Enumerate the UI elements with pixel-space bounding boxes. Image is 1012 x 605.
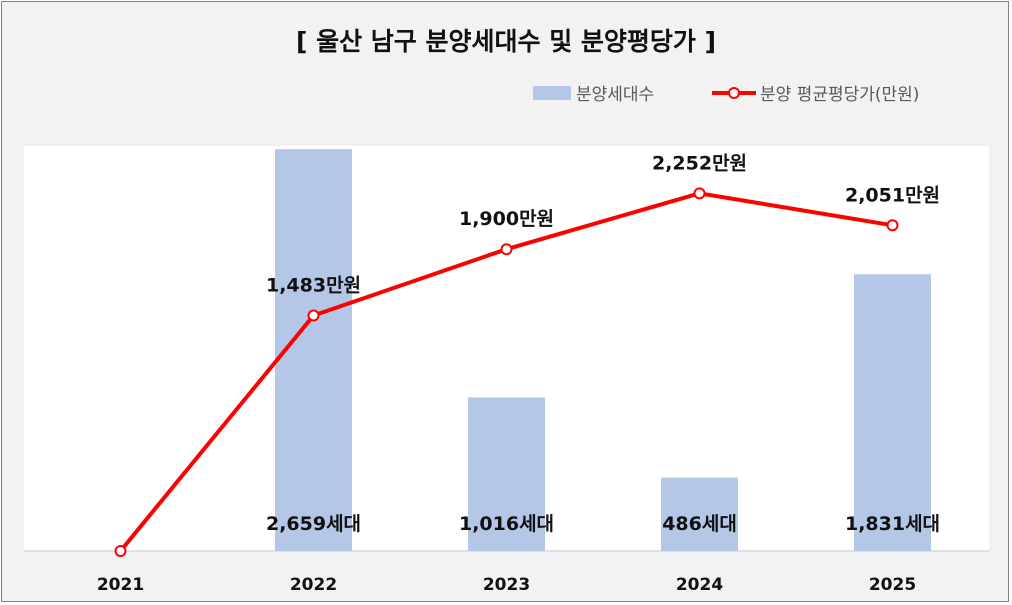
line-point-2024 — [693, 187, 706, 200]
bar-2025 — [854, 274, 931, 551]
line-point-2021 — [114, 545, 127, 557]
bar-label-2025: 1,831세대 — [845, 513, 940, 535]
line-point-2025 — [886, 219, 899, 232]
line-data-labels: 1,483만원 1,900만원 2,252만원 2,051만원 — [266, 152, 940, 296]
legend-line-marker — [728, 87, 740, 99]
bar-2024 — [661, 477, 738, 551]
x-tick-2021: 2021 — [97, 575, 144, 595]
bar-label-2023: 1,016세대 — [459, 513, 554, 535]
chart-title: [ 울산 남구 분양세대수 및 분양평당가 ] — [296, 27, 716, 56]
x-tick-2022: 2022 — [290, 575, 337, 595]
bar-2022 — [275, 149, 352, 551]
line-point-2022 — [307, 309, 320, 322]
line-label-2022: 1,483만원 — [266, 274, 361, 296]
bar-series — [275, 149, 931, 551]
x-tick-2025: 2025 — [869, 575, 916, 595]
legend-line-label: 분양 평균평당가(만원) — [760, 85, 919, 105]
x-axis-ticks: 2021 2022 2023 2024 2025 — [97, 575, 916, 595]
line-label-2025: 2,051만원 — [845, 184, 940, 206]
line-point-2023 — [500, 243, 513, 256]
bar-label-2022: 2,659세대 — [266, 513, 361, 535]
bar-label-2024: 486세대 — [662, 513, 737, 535]
line-label-2024: 2,252만원 — [652, 152, 747, 174]
x-tick-2024: 2024 — [676, 575, 723, 595]
bar-2023 — [468, 397, 545, 551]
x-tick-2023: 2023 — [483, 575, 530, 595]
line-label-2023: 1,900만원 — [459, 208, 554, 230]
bar-data-labels: 2,659세대 1,016세대 486세대 1,831세대 — [266, 513, 940, 535]
line-points — [114, 187, 899, 557]
legend-bar-label: 분양세대수 — [576, 85, 654, 105]
legend-bar-swatch — [533, 86, 571, 100]
legend: 분양세대수 분양 평균평당가(만원) — [533, 85, 919, 105]
